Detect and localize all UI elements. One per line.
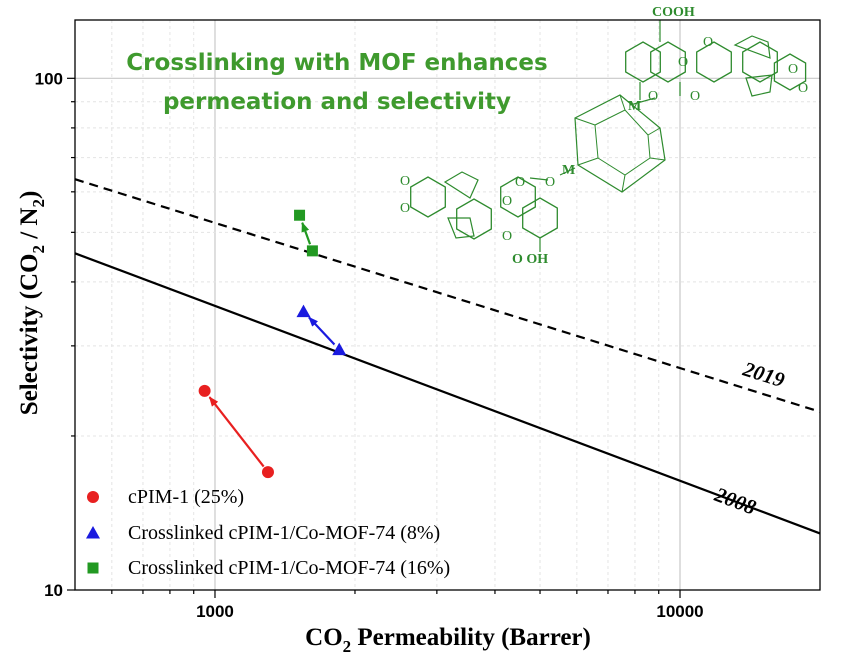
mof-cage bbox=[574, 94, 666, 193]
upper-bound-label-2008: 2008 bbox=[711, 482, 760, 520]
data-point bbox=[306, 245, 318, 257]
structure-label: O bbox=[788, 62, 798, 77]
ring bbox=[742, 41, 778, 83]
legend-marker bbox=[87, 491, 99, 503]
data-point bbox=[294, 209, 306, 221]
spiro-ring bbox=[745, 74, 773, 97]
linker-bond bbox=[629, 97, 656, 106]
mof-edge bbox=[649, 157, 666, 161]
x-axis-title-subscript: 2 bbox=[343, 637, 352, 656]
ring bbox=[456, 198, 492, 240]
structure-label: O OH bbox=[512, 252, 548, 267]
headline-line-1: Crosslinking with MOF enhances bbox=[126, 50, 547, 76]
legend-label: Crosslinked cPIM-1/Co-MOF-74 (16%) bbox=[128, 557, 450, 579]
data-point bbox=[296, 304, 311, 318]
trend-arrow bbox=[308, 316, 336, 346]
upper-bound-2008 bbox=[74, 252, 821, 535]
ring bbox=[773, 53, 807, 91]
ring bbox=[625, 41, 661, 83]
legend-marker bbox=[86, 526, 100, 539]
legend-label: cPIM-1 (25%) bbox=[128, 486, 244, 508]
structure-label: M bbox=[562, 163, 575, 178]
structure-label: O bbox=[400, 201, 410, 216]
plot-frame bbox=[74, 19, 821, 591]
linker-bond bbox=[559, 167, 576, 176]
trend-arrow bbox=[301, 221, 312, 245]
structure-label: O bbox=[502, 229, 512, 244]
structure-label: O bbox=[703, 35, 713, 50]
y-axis-title-subscript-2: 2 bbox=[29, 199, 48, 208]
upper-bound-2019 bbox=[74, 178, 821, 413]
data-point bbox=[198, 384, 211, 397]
structure-label: O bbox=[545, 175, 555, 190]
structure-label: COOH bbox=[652, 5, 695, 20]
mof-cage-inner bbox=[594, 109, 651, 176]
ring bbox=[696, 41, 732, 83]
ring bbox=[500, 176, 536, 218]
mof-edge bbox=[621, 174, 626, 193]
spiro-ring bbox=[733, 35, 771, 59]
y-axis-title-subscript-1: 2 bbox=[29, 245, 48, 254]
data-point bbox=[332, 342, 347, 356]
mof-edge bbox=[647, 127, 661, 136]
structure-label: O bbox=[648, 89, 658, 104]
bond bbox=[529, 177, 549, 181]
y-tick-label: 10 bbox=[44, 581, 63, 600]
ring bbox=[410, 176, 446, 218]
spiro-ring bbox=[443, 171, 479, 199]
ring bbox=[650, 41, 686, 83]
data-point bbox=[261, 466, 274, 479]
axis-ticks: 1000 10000 10 100 bbox=[35, 69, 704, 621]
structure-label: O bbox=[690, 89, 700, 104]
structure-label: O bbox=[515, 175, 525, 190]
grid-lines bbox=[75, 20, 820, 590]
upper-bound-label-2019: 2019 bbox=[739, 356, 788, 392]
mof-edge bbox=[577, 157, 599, 166]
mof-edge bbox=[574, 117, 596, 126]
x-axis-title: CO2 Permeability (Barrer) bbox=[305, 624, 591, 656]
structure-label: O bbox=[798, 81, 808, 96]
structure-label: M bbox=[628, 99, 641, 114]
data-points bbox=[198, 209, 347, 479]
x-tick-label: 1000 bbox=[196, 602, 234, 621]
x-tick-label: 10000 bbox=[656, 602, 703, 621]
legend-label: Crosslinked cPIM-1/Co-MOF-74 (8%) bbox=[128, 522, 440, 544]
y-axis-title: Selectivity (CO2 / N2) bbox=[16, 191, 48, 416]
mof-edge bbox=[619, 94, 626, 111]
trend-arrows bbox=[208, 221, 336, 468]
legend-marker bbox=[87, 562, 99, 574]
structure-label: O bbox=[400, 174, 410, 189]
spiro-ring bbox=[447, 217, 475, 239]
trend-arrow bbox=[208, 396, 265, 468]
legend: cPIM-1 (25%) Crosslinked cPIM-1/Co-MOF-74… bbox=[86, 486, 450, 579]
y-tick-label: 100 bbox=[35, 69, 63, 88]
headline-line-2: permeation and selectivity bbox=[163, 89, 511, 115]
structure-label: O bbox=[502, 194, 512, 209]
structure-label: O bbox=[678, 55, 688, 70]
